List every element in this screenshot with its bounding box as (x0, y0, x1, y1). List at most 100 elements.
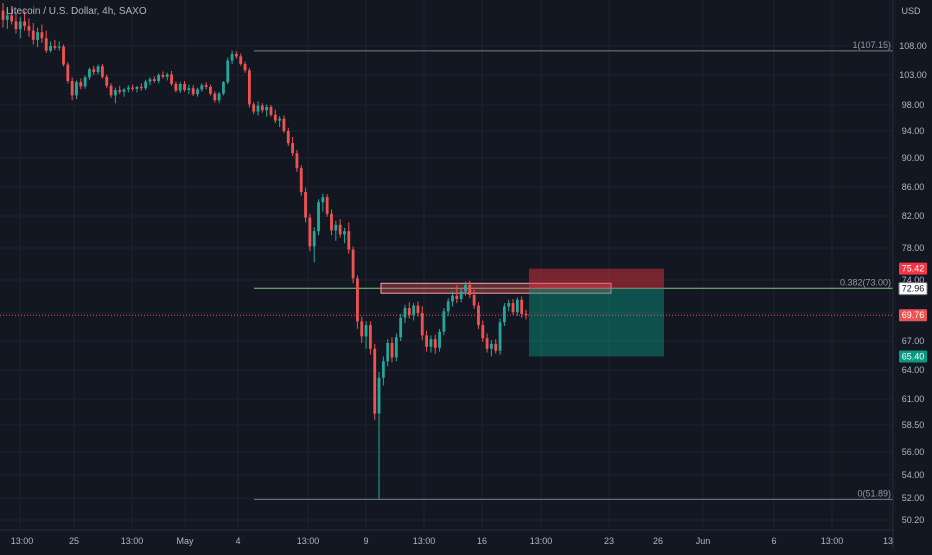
time-axis-tick-label: 26 (653, 536, 663, 546)
candle-body (101, 66, 104, 77)
candle-body (498, 322, 502, 351)
candle-body (351, 249, 355, 279)
price-axis-tick-label: 64.00 (902, 365, 925, 375)
candle-body (113, 90, 117, 96)
candle-body (157, 75, 161, 81)
candle-body (170, 74, 173, 84)
candle-body (191, 88, 195, 95)
price-axis-tick-label: 50.20 (902, 515, 925, 525)
candle-body (390, 342, 394, 358)
price-axis-tick-label: 78.00 (902, 243, 925, 253)
candle-body (144, 81, 148, 89)
candle-body (247, 70, 251, 105)
candle-body (27, 26, 31, 31)
time-axis-tick-label: 13:00 (413, 536, 436, 546)
candle-body (273, 114, 277, 121)
candle-body (524, 313, 528, 316)
candle-body (10, 15, 14, 22)
candle-body (464, 284, 467, 292)
time-axis-tick-label: 13:00 (821, 536, 844, 546)
candle-body (260, 105, 264, 111)
candle-body (356, 278, 359, 322)
candle-body (230, 54, 234, 61)
price-axis-currency: USD (901, 6, 921, 16)
candle-body (295, 153, 299, 169)
candle-body (148, 79, 152, 82)
candle-body (451, 295, 454, 302)
candle-body (109, 85, 113, 96)
candle-body (252, 104, 256, 112)
candle-body (407, 308, 411, 315)
price-axis-tick-label: 94.00 (902, 126, 925, 136)
candle-body (213, 93, 217, 101)
candle-body (204, 85, 208, 87)
candle-body (18, 21, 22, 30)
time-axis-tick-label: 23 (604, 536, 614, 546)
price-label-box (899, 350, 927, 363)
candle-body (502, 306, 506, 323)
time-axis-tick-label: 25 (69, 536, 79, 546)
candle-body (360, 321, 364, 337)
time-axis-tick-label: 13:00 (297, 536, 320, 546)
candle-body (446, 301, 450, 312)
time-axis-tick-label: 13 (883, 536, 893, 546)
candle-body (92, 69, 96, 73)
time-axis-tick-label: 16 (477, 536, 487, 546)
candle-body (334, 224, 338, 231)
candle-body (226, 60, 230, 83)
candle-body (118, 90, 122, 92)
price-axis-tick-label: 52.00 (902, 493, 925, 503)
candle-body (75, 82, 78, 96)
candle-body (291, 143, 294, 154)
candle-body (66, 64, 70, 81)
candle-body (57, 46, 61, 48)
candle-body (321, 197, 325, 203)
candle-body (416, 305, 420, 313)
price-label-target: 65.40 (902, 351, 925, 361)
candle-body (70, 81, 74, 96)
candle-body (269, 106, 273, 115)
fib-level-label: 0.382(73.00) (840, 277, 891, 287)
candle-body (477, 305, 480, 326)
candle-body (515, 299, 519, 313)
candle-body (459, 291, 463, 299)
symbol-title[interactable]: Litecoin / U.S. Dollar, 4h, SAXO (6, 6, 147, 17)
price-axis-tick-label: 103.00 (899, 70, 927, 80)
candle-body (40, 32, 44, 39)
candle-body (88, 69, 91, 78)
take-profit-zone (529, 288, 664, 357)
candle-body (472, 294, 476, 306)
candle-body (442, 311, 446, 332)
candle-body (183, 84, 186, 90)
candle-body (79, 82, 83, 87)
candle-body (317, 202, 320, 232)
candle-body (399, 317, 403, 338)
candle-body (455, 295, 459, 299)
candle-body (381, 361, 385, 378)
candle-body (494, 343, 498, 351)
candle-body (481, 325, 485, 339)
candle-body (507, 303, 511, 307)
candle-body (235, 54, 238, 57)
candle-body (139, 87, 143, 89)
price-axis-tick-label: 108.00 (899, 41, 927, 51)
candle-body (209, 87, 212, 94)
candle-body (1, 10, 5, 20)
candle-body (49, 46, 52, 51)
candle-body (420, 313, 424, 336)
candle-body (438, 331, 441, 348)
candle-body (126, 87, 130, 90)
candle-body (62, 46, 65, 65)
candle-body (386, 342, 390, 362)
fib-level-label: 1(107.15) (852, 40, 891, 50)
candle-body (122, 89, 126, 92)
price-axis-tick-label: 86.00 (902, 182, 925, 192)
candle-body (53, 46, 57, 48)
candle-body (135, 87, 139, 89)
price-axis-tick-label: 56.00 (902, 447, 925, 457)
resistance-zone (380, 282, 612, 294)
price-label-box (899, 309, 927, 322)
candle-body (96, 66, 100, 73)
